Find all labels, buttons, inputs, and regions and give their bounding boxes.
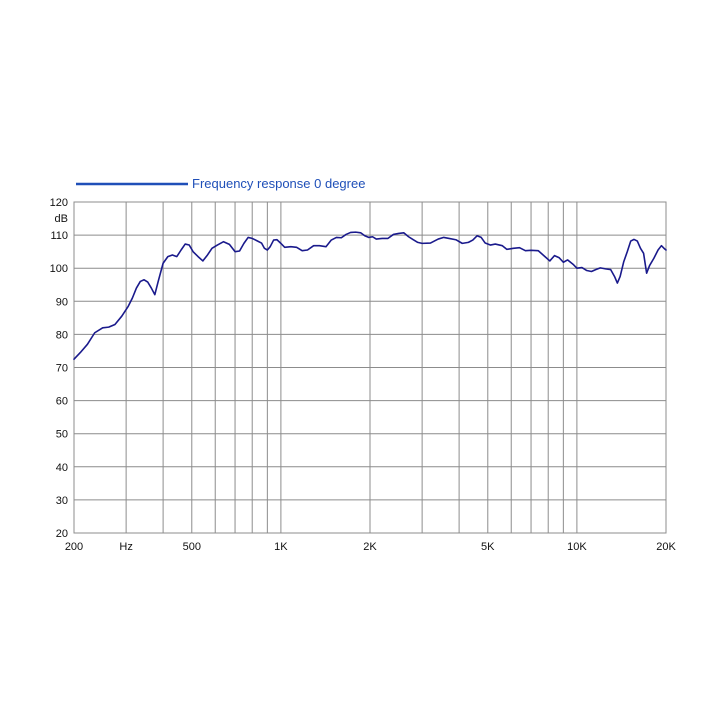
x-tick-label-200: 200 [65,541,83,553]
y-tick-label-20: 20 [56,528,68,540]
x-tick-label-1k: 1K [274,541,288,553]
y-tick-label-100: 100 [50,263,68,275]
x-tick-labels: 200 Hz 500 1K 2K 5K 10K 20K [65,541,677,553]
x-tick-label-hz: Hz [119,541,132,553]
y-tick-label-90: 90 [56,296,68,308]
legend-label: Frequency response 0 degree [192,176,365,191]
y-tick-label-60: 60 [56,396,68,408]
x-tick-label-2k: 2K [363,541,377,553]
y-tick-label-120: 120 [50,197,68,209]
x-tick-label-500: 500 [183,541,201,553]
y-tick-label-80: 80 [56,329,68,341]
y-tick-label-110: 110 [50,230,68,242]
x-tick-label-10k: 10K [567,541,587,553]
x-tick-label-20k: 20K [656,541,676,553]
y-tick-label-70: 70 [56,363,68,375]
y-tick-labels: 20 30 40 50 60 70 80 90 100 110 120 [50,197,68,540]
y-tick-label-30: 30 [56,495,68,507]
legend: Frequency response 0 degree [76,176,365,191]
series-line-frequency-response [73,231,667,361]
y-axis-label: dB [55,213,68,225]
plot-frame [73,201,667,534]
x-tick-label-5k: 5K [481,541,495,553]
grid [73,201,667,534]
y-tick-label-50: 50 [56,429,68,441]
y-tick-label-40: 40 [56,462,68,474]
